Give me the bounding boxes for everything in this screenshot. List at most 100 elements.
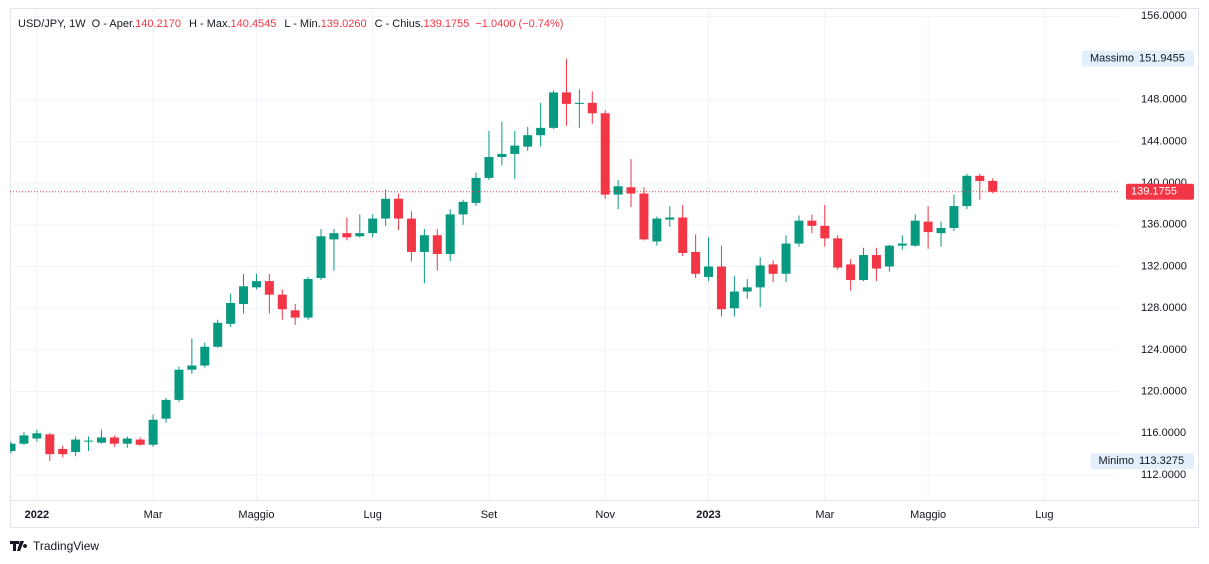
candle-body: [716, 266, 726, 310]
candle-body: [10, 443, 16, 452]
legend-header: USD/JPY, 1W O - Aper.140.2170 H - Max.140.…: [18, 18, 563, 30]
legend-value: 139.1755: [423, 18, 469, 30]
brand-name: TradingView: [33, 539, 99, 553]
candle-body: [316, 236, 326, 278]
legend-key: C - Chius.: [375, 18, 424, 30]
candle-body: [574, 102, 584, 104]
candle-body: [84, 440, 94, 442]
candle-body: [781, 243, 791, 274]
legend-key: L - Min.: [284, 18, 320, 30]
candle-body: [303, 279, 313, 318]
candle-body: [523, 135, 533, 147]
candle-body: [161, 399, 171, 419]
candle-body: [96, 437, 106, 443]
y-tick-label: 136.0000: [1141, 219, 1187, 231]
legend-key: O - Aper.: [92, 18, 135, 30]
x-tick-label: Maggio: [238, 509, 274, 521]
candle-body: [45, 434, 55, 455]
candle-body: [510, 145, 520, 154]
y-tick-label: 128.0000: [1141, 302, 1187, 314]
candle-body: [600, 113, 610, 195]
candle-body: [32, 433, 42, 439]
candle-body: [794, 220, 804, 244]
last-price-tag: [1126, 183, 1194, 200]
y-tick-label: 120.0000: [1141, 385, 1187, 397]
candle-body: [200, 346, 210, 366]
candle-body: [742, 287, 752, 292]
candle-body: [613, 186, 623, 195]
candle-body: [458, 201, 468, 215]
x-tick-label: Nov: [595, 509, 615, 521]
marker-value: 151.9455: [1139, 53, 1185, 65]
y-tick-label: 156.0000: [1141, 10, 1187, 22]
candle-body: [923, 221, 933, 233]
candle-body: [949, 206, 959, 228]
candle-body: [406, 218, 416, 252]
y-tick-label: 144.0000: [1141, 135, 1187, 147]
candle-body: [962, 175, 972, 207]
candle-body: [639, 193, 649, 240]
chart-frame: [10, 8, 1199, 528]
legend-value: 140.2170: [135, 18, 181, 30]
candle-body: [691, 251, 701, 274]
candle-body: [755, 265, 765, 288]
candle-body: [910, 220, 920, 246]
candle-body: [833, 238, 843, 268]
marker-tag: [1090, 453, 1194, 470]
x-tick-label: Set: [481, 509, 498, 521]
candle-body: [445, 214, 455, 254]
candle-body: [561, 92, 571, 104]
candle-body: [665, 217, 675, 220]
x-tick-label: Lug: [364, 509, 382, 521]
candle-body: [975, 175, 985, 182]
y-tick-label: 132.0000: [1141, 260, 1187, 272]
overlay: 112.0000 116.0000 120.0000 124.0000 128.0000…: [10, 10, 1194, 521]
candle-body: [846, 264, 856, 281]
candle-body: [820, 225, 830, 239]
candle-body: [226, 302, 236, 324]
candle-body: [174, 369, 184, 400]
candle-body: [988, 180, 998, 192]
candle-body: [768, 264, 778, 274]
candle-body: [704, 266, 714, 277]
candle-body: [897, 243, 907, 246]
legend-key: H - Max.: [189, 18, 231, 30]
y-tick-label: 148.0000: [1141, 94, 1187, 106]
candle-body: [277, 294, 287, 310]
candle-body: [329, 233, 339, 240]
candle-body: [19, 435, 29, 444]
x-tick-label: 2023: [696, 509, 720, 521]
x-tick-label: Mar: [815, 509, 834, 521]
candle-body: [729, 291, 739, 309]
candle-body: [807, 220, 817, 226]
x-tick-label: 2022: [25, 509, 49, 521]
price-marker: Minimo 113.3275: [1090, 453, 1194, 470]
candle-body: [187, 365, 197, 370]
candle-body: [58, 448, 68, 455]
candle-body: [239, 286, 249, 305]
marker-label: Minimo: [1099, 455, 1134, 467]
candle-body: [484, 157, 494, 178]
candle-body: [71, 439, 81, 453]
candle-body: [471, 177, 481, 203]
candle-body: [549, 92, 559, 128]
y-tick-label: 116.0000: [1141, 427, 1186, 439]
candle-body: [859, 255, 869, 281]
x-tick-label: Maggio: [910, 509, 946, 521]
candle-body: [381, 198, 391, 219]
candle-body: [936, 227, 946, 234]
legend-change: −1.0400 (−0.74%): [475, 18, 563, 30]
candle-body: [342, 233, 352, 238]
candle-body: [626, 187, 636, 194]
candle-body: [536, 127, 546, 136]
candle-body: [109, 437, 119, 444]
candle-body: [652, 218, 662, 242]
last-price-label: 139.1755: [1131, 186, 1177, 198]
candle-body: [264, 281, 274, 295]
legend-value: 140.4545: [231, 18, 277, 30]
candle-body: [419, 235, 429, 252]
symbol: USD/JPY, 1W: [18, 18, 86, 30]
candle-body: [355, 233, 365, 237]
brand-logo: [10, 541, 28, 551]
